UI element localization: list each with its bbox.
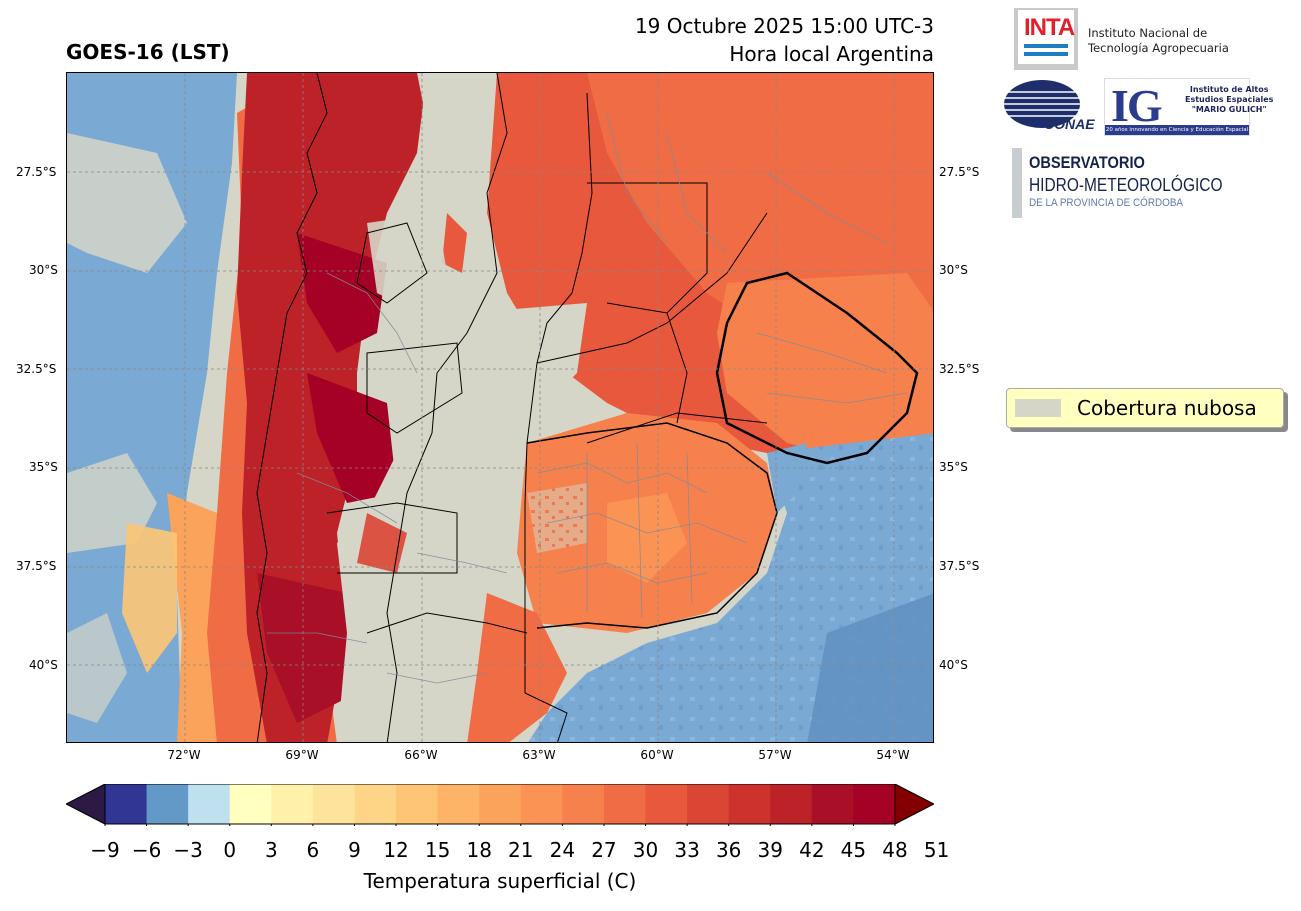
colorbar — [64, 783, 938, 826]
colorbar-tick-label: 9 — [348, 838, 361, 862]
cloud-cover-swatch — [1015, 399, 1061, 417]
lon-label-5: 60°W — [640, 748, 674, 762]
timestamp: 19 Octubre 2025 15:00 UTC-3 Hora local A… — [560, 12, 934, 68]
colorbar-tick-label: 33 — [674, 838, 700, 862]
lat-label-right-1: 27.5°S — [939, 165, 980, 179]
colorbar-under-arrow — [64, 783, 106, 825]
colorbar-segment — [354, 784, 397, 824]
colorbar-label: Temperatura superficial (C) — [363, 869, 637, 893]
colorbar-segment — [437, 784, 480, 824]
colorbar-svg — [64, 783, 938, 826]
colorbar-tick-label: 51 — [923, 838, 950, 862]
cloud-cover-legend-label: Cobertura nubosa — [1077, 396, 1257, 420]
province-boundaries — [256, 73, 768, 742]
timestamp-line2: Hora local Argentina — [729, 42, 934, 66]
lon-label-7: 54°W — [876, 748, 910, 762]
lat-label-left-4: 35°S — [29, 460, 58, 474]
inta-name-line2: Tecnología Agropecuaria — [1088, 41, 1229, 55]
colorbar-segment — [853, 784, 896, 824]
lat-label-right-2: 30°S — [939, 263, 968, 277]
colorbar-tick-label: 6 — [306, 838, 320, 862]
colorbar-tick-label: 48 — [882, 838, 908, 862]
colorbar-segment — [479, 784, 522, 824]
lat-label-left-2: 30°S — [29, 263, 58, 277]
inta-logo: INTA — [1014, 8, 1078, 70]
colorbar-segment — [687, 784, 730, 824]
colorbar-segment — [811, 784, 854, 824]
observatorio-logo-bar — [1012, 148, 1022, 218]
lat-label-left-6: 40°S — [29, 658, 58, 672]
colorbar-tick-label: 21 — [508, 838, 534, 862]
map-canvas — [67, 73, 933, 742]
ig-banner: 20 años innovando en Ciencia y Educación… — [1105, 125, 1249, 135]
lat-label-left-1: 27.5°S — [16, 165, 57, 179]
conae-logo-mark: CONAE — [1044, 116, 1095, 132]
colorbar-segment — [603, 784, 647, 824]
colorbar-over-arrow — [894, 783, 936, 825]
colorbar-segment — [312, 784, 355, 824]
coastline — [526, 422, 778, 629]
colorbar-segment — [728, 784, 771, 824]
colorbar-tick-label: 24 — [549, 838, 576, 862]
colorbar-tick-label: 12 — [383, 838, 409, 862]
colorbar-segment — [146, 784, 189, 824]
conae-logo: CONAE — [1004, 78, 1095, 136]
observatorio-logo-subtitle: HIDRO-METEOROLÓGICO — [1029, 175, 1223, 195]
colorbar-tick-label: 30 — [632, 838, 659, 862]
cloud-cover-legend: Cobertura nubosa — [1006, 388, 1284, 428]
colorbar-tick-label: 3 — [264, 838, 278, 862]
colorbar-tick-label: −6 — [131, 838, 162, 862]
lat-label-right-5: 37.5°S — [939, 559, 980, 573]
ig-name-line1: Instituto de Altos — [1189, 85, 1269, 94]
colorbar-segment — [105, 784, 148, 824]
ig-name: Instituto de Altos Estudios Espaciales "… — [1185, 85, 1273, 115]
colorbar-tick-label: 45 — [840, 838, 867, 862]
colorbar-tick-label: 42 — [799, 838, 825, 862]
ig-name-line2: Estudios Espaciales — [1185, 95, 1274, 104]
colorbar-segment — [271, 784, 314, 824]
lat-label-right-4: 35°S — [939, 460, 968, 474]
lon-label-6: 57°W — [758, 748, 792, 762]
lon-label-1: 72°W — [167, 748, 201, 762]
colorbar-tick-label: 18 — [466, 838, 492, 862]
map-title: GOES-16 (LST) — [66, 40, 230, 64]
colorbar-tick-label: 39 — [757, 838, 783, 862]
lat-label-left-5: 37.5°S — [16, 559, 57, 573]
colorbar-segment — [229, 784, 272, 824]
department-boundaries — [267, 112, 908, 684]
lon-label-4: 63°W — [522, 748, 556, 762]
lon-label-2: 69°W — [285, 748, 319, 762]
temperature-map — [66, 72, 934, 743]
colorbar-segment — [188, 784, 231, 824]
inta-logo-mark: INTA — [1024, 14, 1075, 41]
observatorio-logo-title: OBSERVATORIO — [1029, 153, 1145, 172]
colorbar-segment — [562, 784, 605, 824]
colorbar-tick-label: 27 — [591, 838, 617, 862]
lat-label-left-3: 32.5°S — [16, 362, 57, 376]
ig-name-line3: "MARIO GULICH" — [1191, 105, 1267, 114]
colorbar-tick-label: 15 — [424, 838, 451, 862]
uruguay-border — [715, 271, 919, 465]
ig-logo: IG Instituto de Altos Estudios Espaciale… — [1104, 78, 1273, 136]
inta-name: Instituto Nacional de Tecnología Agropec… — [1088, 26, 1229, 56]
colorbar-segment — [520, 784, 563, 824]
observatorio-logo-region: DE LA PROVINCIA DE CÓRDOBA — [1029, 197, 1184, 209]
graticule — [67, 73, 933, 742]
colorbar-tick-label: −3 — [173, 838, 203, 862]
lat-label-right-3: 32.5°S — [939, 362, 980, 376]
colorbar-tick-label: 36 — [715, 838, 742, 862]
lat-label-right-6: 40°S — [939, 658, 968, 672]
uruguay-warm — [717, 273, 933, 463]
lon-label-3: 66°W — [404, 748, 438, 762]
colorbar-segment — [770, 784, 813, 824]
colorbar-tick-label: 0 — [223, 838, 237, 862]
colorbar-segment — [645, 784, 688, 824]
colorbar-tick-label: −9 — [90, 838, 120, 862]
colorbar-segment — [396, 784, 439, 824]
timestamp-line1: 19 Octubre 2025 15:00 UTC-3 — [634, 14, 934, 38]
ig-logo-mark: IG — [1111, 80, 1163, 131]
inta-name-line1: Instituto Nacional de — [1088, 26, 1208, 40]
conae-globe-icon — [1004, 80, 1080, 128]
